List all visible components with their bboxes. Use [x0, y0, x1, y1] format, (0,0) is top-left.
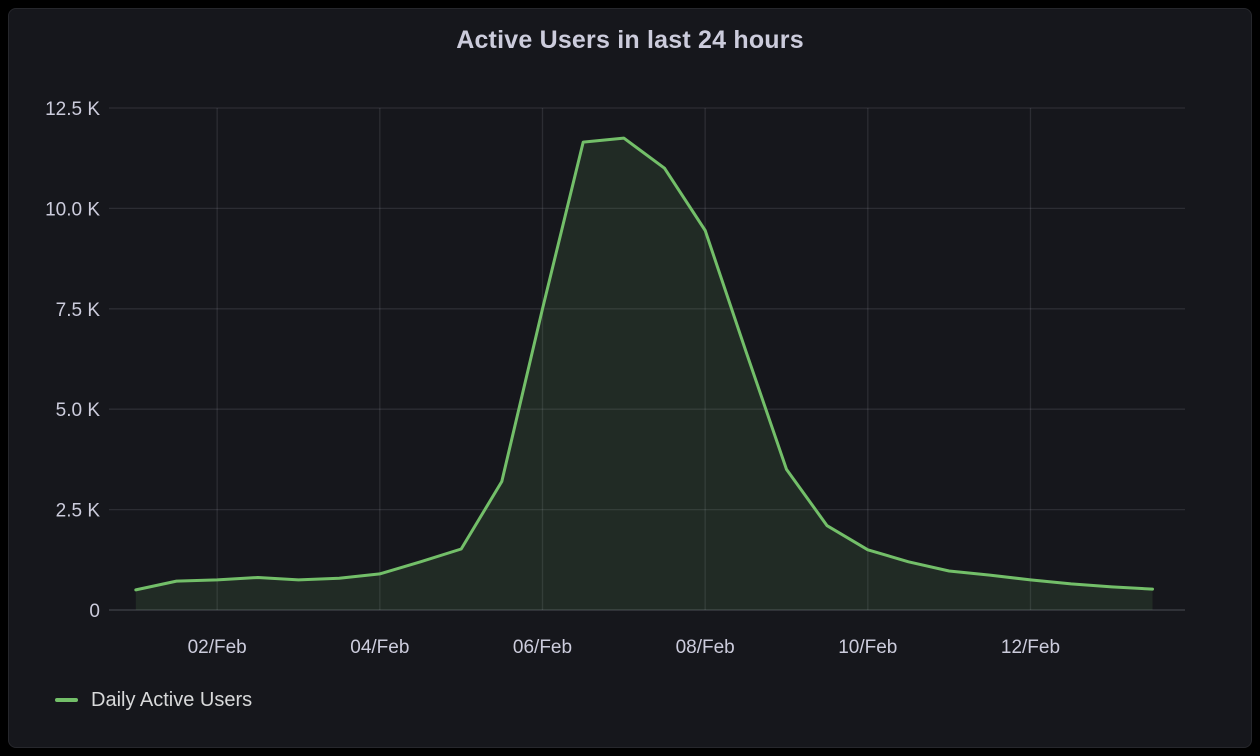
x-tick-label: 08/Feb	[676, 637, 735, 658]
y-tick-label: 0	[89, 601, 100, 622]
series-area	[135, 138, 1153, 610]
y-tick-label: 7.5 K	[56, 300, 101, 321]
legend: Daily Active Users	[55, 687, 252, 713]
chart[interactable]: 0 2.5 K 5.0 K 7.5 K 10.0 K 12.5 K 02/Feb 04/Feb…	[9, 9, 1251, 747]
legend-label[interactable]: Daily Active Users	[91, 688, 253, 711]
x-tick-label: 12/Feb	[1001, 637, 1060, 658]
y-tick-label: 10.0 K	[45, 199, 100, 220]
legend-item[interactable]: Daily Active Users	[55, 689, 252, 712]
series-line	[134, 136, 1154, 592]
x-tick-label: 10/Feb	[838, 637, 897, 658]
panel: Active Users in last 24 hours 0 2.5 K 5.0 …	[8, 8, 1252, 748]
x-tick-label: 06/Feb	[513, 637, 572, 658]
x-tick-label: 02/Feb	[188, 637, 247, 658]
y-tick-label: 2.5 K	[56, 501, 101, 522]
plot-area[interactable]	[109, 108, 1185, 610]
series-color-marker	[55, 698, 78, 702]
x-tick-label: 04/Feb	[350, 637, 409, 658]
panel-title[interactable]: Active Users in last 24 hours	[456, 26, 804, 54]
y-tick-label: 12.5 K	[45, 99, 100, 120]
y-tick-label: 5.0 K	[56, 400, 101, 421]
